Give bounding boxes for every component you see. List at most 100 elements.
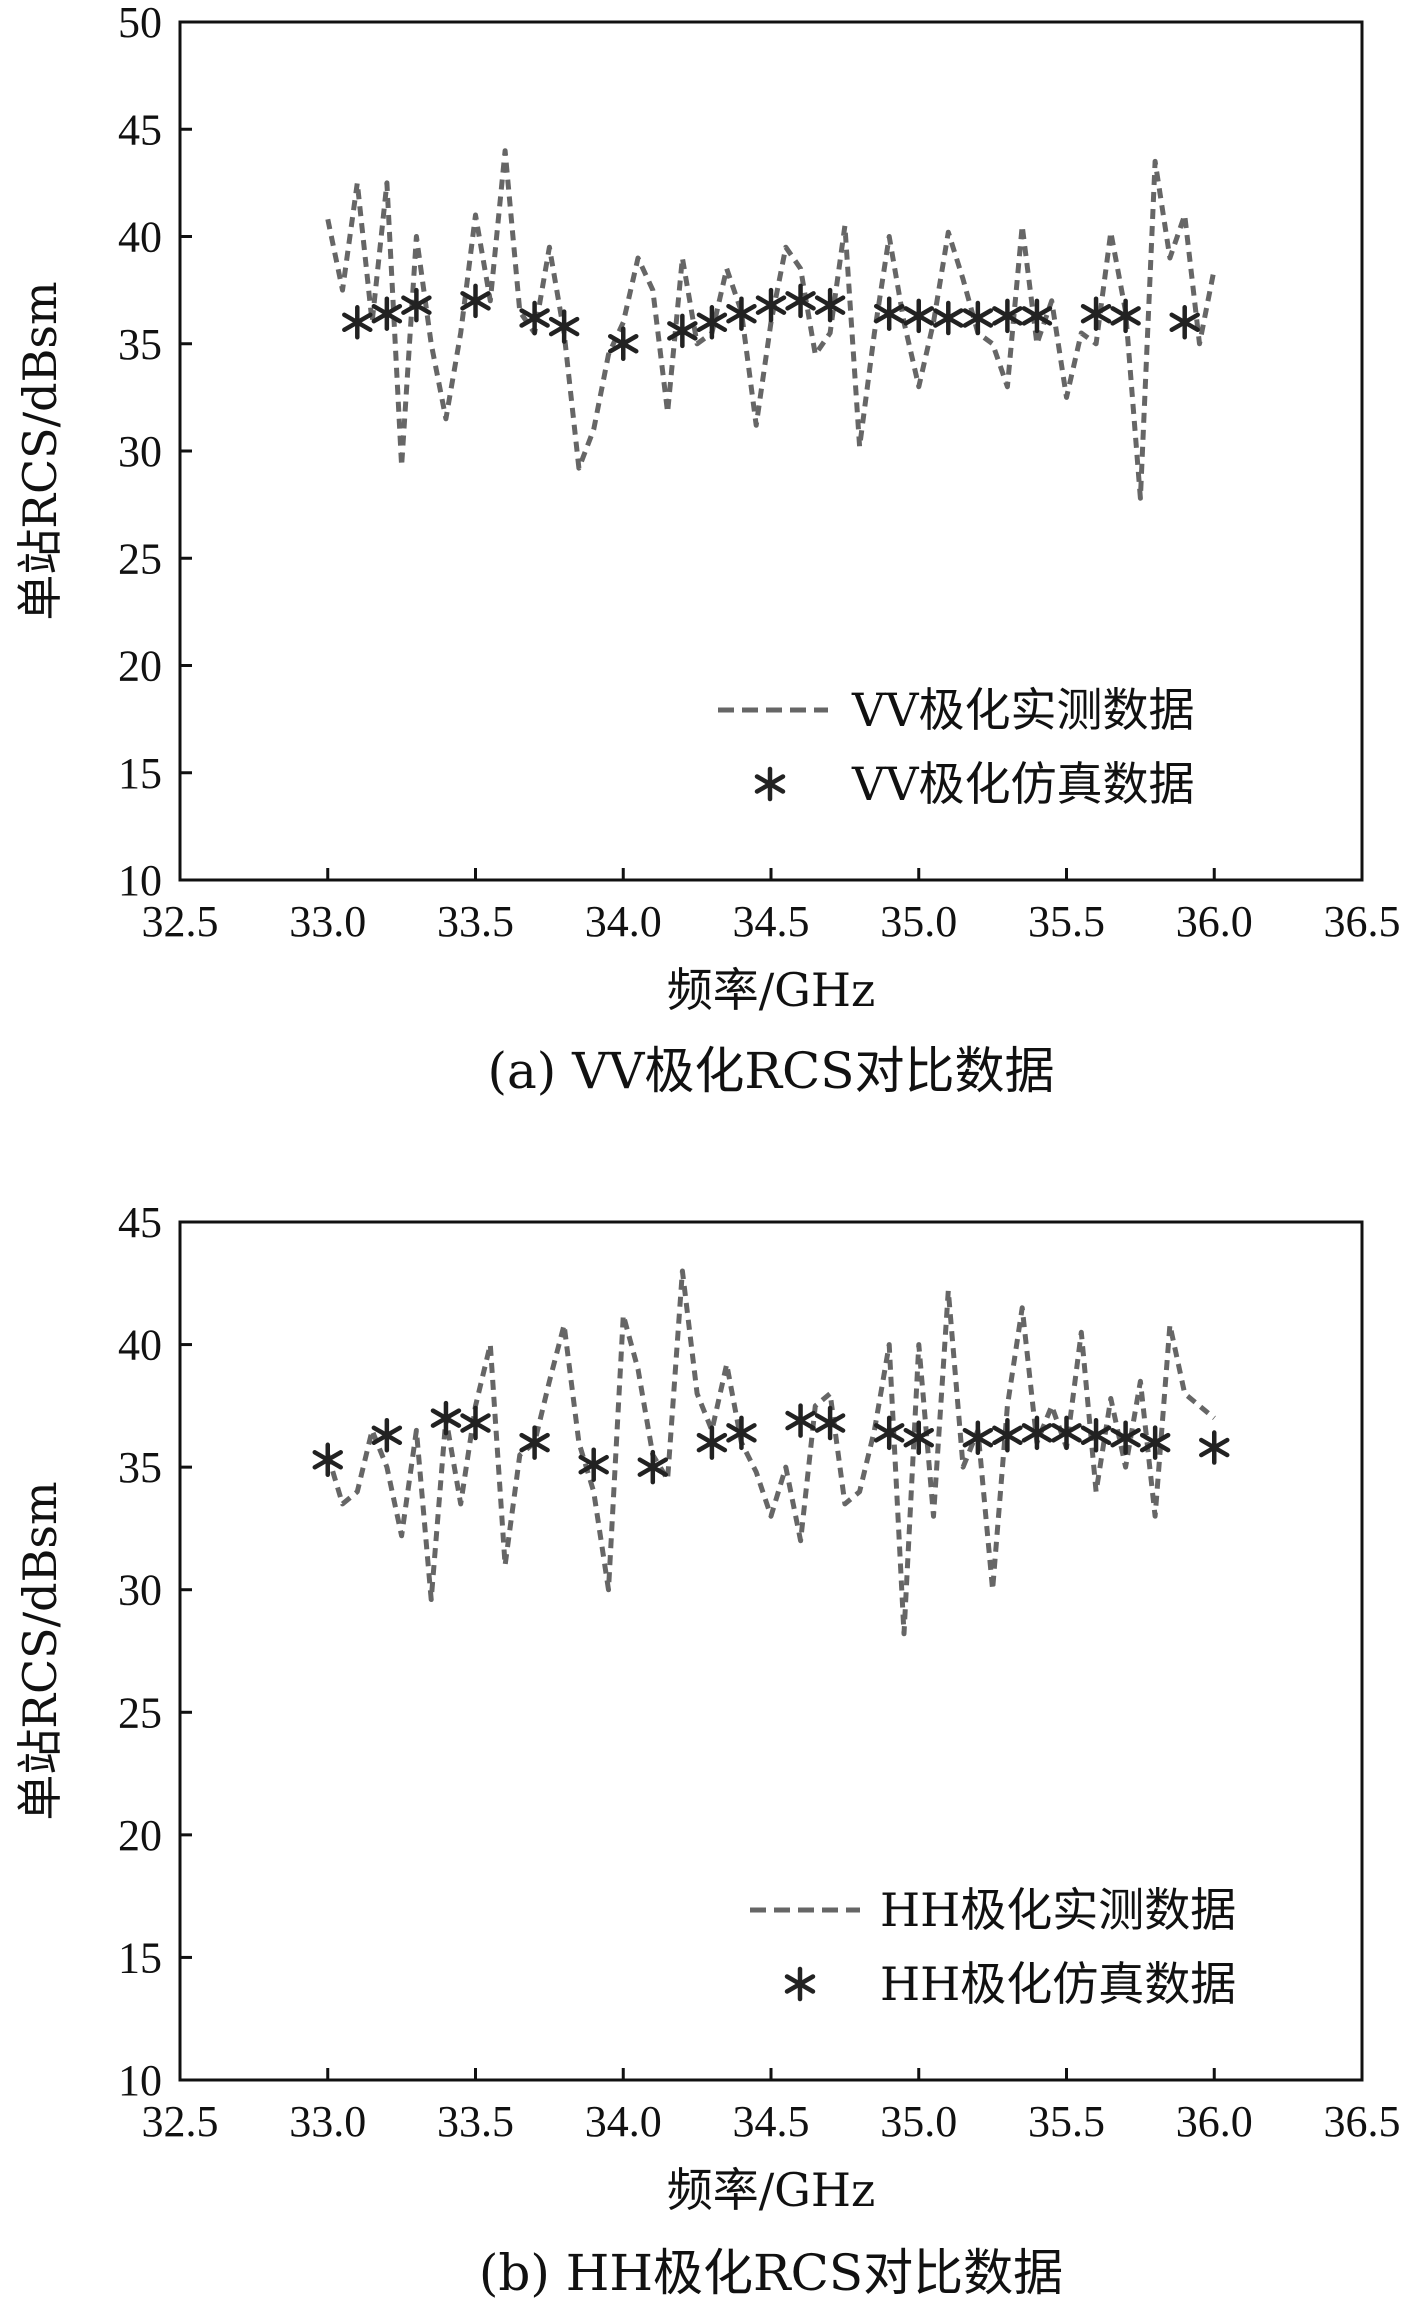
y-tick-label: 20	[118, 1811, 162, 1860]
series-simulated-point	[519, 1425, 550, 1460]
y-tick-label: 10	[118, 856, 162, 905]
series-simulated-point	[1080, 296, 1112, 331]
series-simulated-point	[903, 1420, 934, 1455]
series-simulated-point	[1021, 1415, 1053, 1451]
x-tick-label: 32.5	[142, 2097, 219, 2146]
series-simulated-point	[873, 1415, 905, 1451]
x-tick-label: 36.0	[1176, 2097, 1253, 2146]
y-tick-label: 15	[118, 749, 162, 798]
series-simulated-point	[1080, 1418, 1112, 1453]
hh-caption: (b) HH极化RCS对比数据	[479, 2244, 1063, 2302]
series-simulated-point	[1110, 1420, 1141, 1455]
vv-y-axis: 10 15 20 25 30 35 40 45 50	[118, 0, 192, 905]
x-tick-label: 34.0	[585, 2097, 662, 2146]
y-tick-label: 30	[118, 427, 162, 476]
y-tick-label: 15	[118, 1933, 162, 1982]
series-simulated-point	[1199, 1430, 1230, 1465]
series-simulated-point	[1139, 1425, 1171, 1460]
x-tick-label: 34.0	[585, 897, 662, 946]
legend-asterisk-glyph	[784, 1966, 816, 2002]
vv-x-axis: 32.5 33.0 33.5 34.0 34.5 35.0 35.5 36.0 36.5	[142, 868, 1401, 946]
series-simulated-point	[342, 305, 373, 340]
hh-y-axis-label: 单站RCS/dBsm	[13, 1481, 67, 1820]
series-simulated-point	[785, 283, 816, 319]
x-tick-label: 33.5	[437, 897, 514, 946]
y-tick-label: 45	[118, 1198, 162, 1247]
series-simulated-point	[873, 296, 905, 331]
y-tick-label: 50	[118, 0, 162, 47]
y-tick-label: 25	[118, 1688, 162, 1737]
vv-y-axis-label: 单站RCS/dBsm	[13, 281, 67, 620]
vv-series-layer	[325, 148, 1217, 501]
series-simulated-point	[696, 1425, 728, 1460]
series-measured-line	[325, 148, 1217, 501]
hh-legend-asterisk-swatch	[784, 1966, 816, 2002]
hh-series-layer	[312, 1268, 1230, 1637]
series-simulated-point	[903, 298, 934, 334]
series-simulated-point	[814, 287, 846, 323]
series-simulated-point	[312, 1442, 343, 1478]
x-tick-label: 35.5	[1028, 897, 1105, 946]
hh-legend: HH极化实测数据 HH极化仿真数据	[750, 1883, 1236, 2011]
hh-x-axis-label: 频率/GHz	[667, 2163, 876, 2217]
vv-legend: VV极化实测数据 VV极化仿真数据	[718, 683, 1194, 811]
hh-y-axis: 10 15 20 25 30 35 40 45	[118, 1198, 192, 2105]
x-tick-label: 34.5	[733, 897, 810, 946]
series-simulated-point	[608, 326, 639, 361]
y-tick-label: 35	[118, 1443, 162, 1492]
y-tick-label: 25	[118, 534, 162, 583]
x-tick-label: 32.5	[142, 897, 219, 946]
y-tick-label: 30	[118, 1566, 162, 1615]
series-simulated-point	[667, 313, 698, 349]
x-tick-label: 36.5	[1324, 2097, 1401, 2146]
series-simulated-point	[992, 1418, 1023, 1453]
y-tick-label: 10	[118, 2056, 162, 2105]
vv-legend-simulated-label: VV极化仿真数据	[851, 757, 1194, 811]
y-tick-label: 20	[118, 642, 162, 691]
series-simulated-point	[1169, 305, 1200, 340]
y-tick-label: 35	[118, 320, 162, 369]
series-simulated-point	[696, 305, 728, 340]
hh-legend-simulated-label: HH极化仿真数据	[880, 1957, 1236, 2011]
vv-plot-frame	[178, 20, 1364, 882]
vv-x-axis-label: 频率/GHz	[667, 963, 876, 1017]
series-simulated-point	[460, 283, 491, 319]
y-tick-label: 45	[118, 105, 162, 154]
hh-chart: 10 15 20 25 30 35 40 45 32.5 33.0 33.5 34.0 34.5 35.…	[13, 1198, 1401, 2302]
y-tick-label: 40	[118, 213, 162, 262]
series-simulated-point	[962, 1420, 994, 1455]
series-simulated-point	[1051, 1415, 1082, 1451]
series-simulated-point	[726, 296, 757, 331]
series-simulated-point	[726, 1415, 757, 1451]
hh-plot-frame	[178, 1220, 1364, 2082]
legend-asterisk-glyph	[754, 766, 786, 802]
series-simulated-point	[1110, 298, 1141, 334]
x-tick-label: 35.0	[880, 897, 957, 946]
vv-legend-asterisk-swatch	[754, 766, 786, 802]
series-simulated-point	[371, 296, 403, 331]
x-tick-label: 33.5	[437, 2097, 514, 2146]
series-simulated-point	[637, 1449, 669, 1485]
series-simulated-point	[401, 287, 432, 323]
x-tick-label: 36.5	[1324, 897, 1401, 946]
series-simulated-point	[548, 309, 580, 344]
series-simulated-point	[814, 1405, 846, 1441]
y-tick-label: 40	[118, 1321, 162, 1370]
hh-legend-measured-label: HH极化实测数据	[880, 1883, 1236, 1937]
series-simulated-point	[371, 1418, 403, 1453]
series-simulated-point	[962, 300, 994, 336]
x-tick-label: 33.0	[289, 2097, 366, 2146]
series-measured-line	[325, 1268, 1216, 1637]
x-tick-label: 36.0	[1176, 897, 1253, 946]
series-simulated-point	[460, 1405, 491, 1441]
series-simulated-point	[430, 1400, 462, 1436]
series-simulated-point	[785, 1403, 816, 1438]
series-simulated-point	[755, 287, 787, 323]
x-tick-label: 35.0	[880, 2097, 957, 2146]
series-simulated-point	[578, 1447, 609, 1482]
vv-caption: (a) VV极化RCS对比数据	[487, 1042, 1054, 1100]
x-tick-label: 33.0	[289, 897, 366, 946]
hh-x-axis: 32.5 33.0 33.5 34.0 34.5 35.0 35.5 36.0 36.5	[142, 2068, 1401, 2146]
